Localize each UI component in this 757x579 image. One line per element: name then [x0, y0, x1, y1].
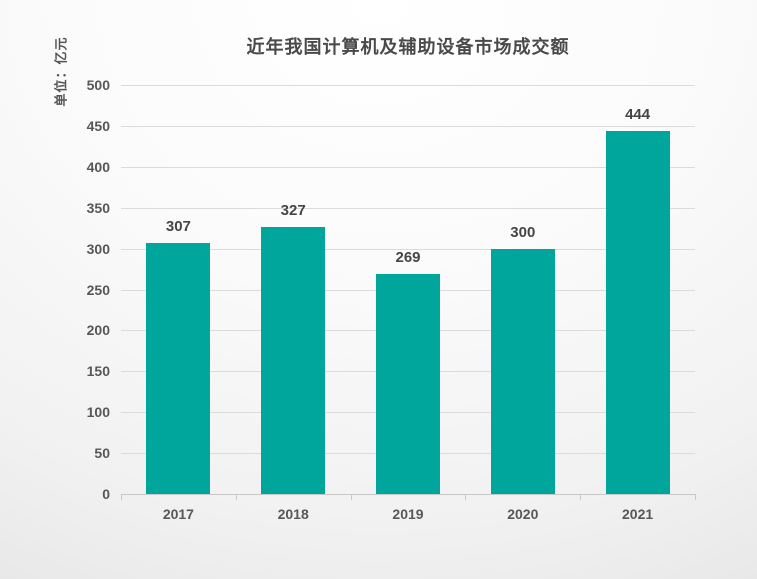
plot-area: 307 2017 327 2018 269 2019 300 2020 444 2021: [121, 85, 696, 522]
x-axis-line: [121, 494, 695, 495]
y-tick-label: 150: [86, 363, 110, 380]
bar-value-label: 269: [395, 248, 421, 266]
y-tick-label: 250: [86, 281, 110, 298]
x-axis-tick: [350, 494, 352, 500]
x-tick-label-2017: 2017: [162, 506, 194, 522]
bar-value-label: 327: [280, 201, 306, 219]
bar-value-label: 307: [165, 217, 191, 235]
chart-title: 近年我国计算机及辅助设备市场成交额: [246, 37, 570, 57]
y-tick-label: 50: [94, 445, 110, 462]
bar-2020: [490, 248, 555, 494]
y-tick-label: 400: [86, 158, 110, 175]
bar-2017: [146, 242, 211, 494]
y-tick-label: 0: [102, 486, 110, 502]
x-axis-tick: [580, 494, 582, 500]
x-tick-label-2018: 2018: [277, 506, 309, 522]
y-tick-label: 100: [86, 404, 110, 421]
x-tick-label-2019: 2019: [392, 506, 424, 522]
gridline: [121, 85, 695, 86]
gridline: [121, 125, 695, 127]
x-tick-label-2020: 2020: [507, 506, 539, 522]
bar-value-label: 300: [510, 223, 536, 241]
gridline: [121, 166, 695, 168]
gridline: [121, 248, 695, 250]
y-tick-label: 200: [86, 322, 110, 339]
y-tick-label: 450: [86, 117, 110, 134]
y-tick-label: 500: [86, 77, 110, 93]
x-axis-tick: [465, 494, 467, 500]
bar-2021: [605, 130, 670, 494]
x-axis-tick: [121, 494, 122, 500]
x-axis-tick: [695, 494, 696, 500]
bar-2019: [376, 273, 440, 494]
x-axis-tick: [235, 494, 237, 500]
y-tick-label: 300: [86, 240, 110, 257]
y-tick-label: 350: [86, 199, 110, 216]
bar-2018: [261, 226, 326, 494]
bar-value-label: 444: [625, 105, 651, 123]
x-tick-label-2021: 2021: [622, 506, 654, 522]
gridline: [121, 207, 695, 209]
